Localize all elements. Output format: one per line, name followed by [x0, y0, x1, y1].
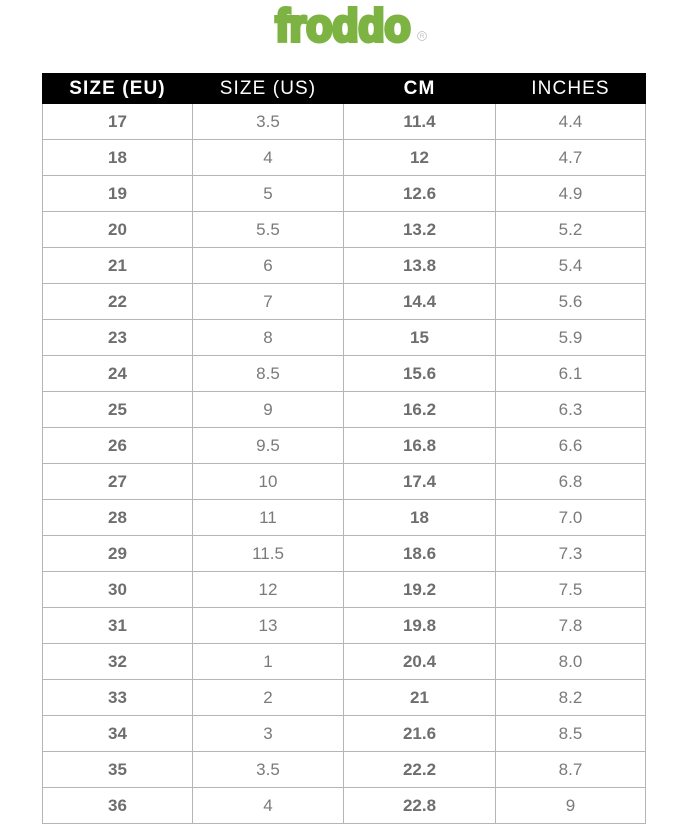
- svg-text:froddo: froddo: [275, 1, 410, 51]
- svg-text:R: R: [420, 34, 425, 40]
